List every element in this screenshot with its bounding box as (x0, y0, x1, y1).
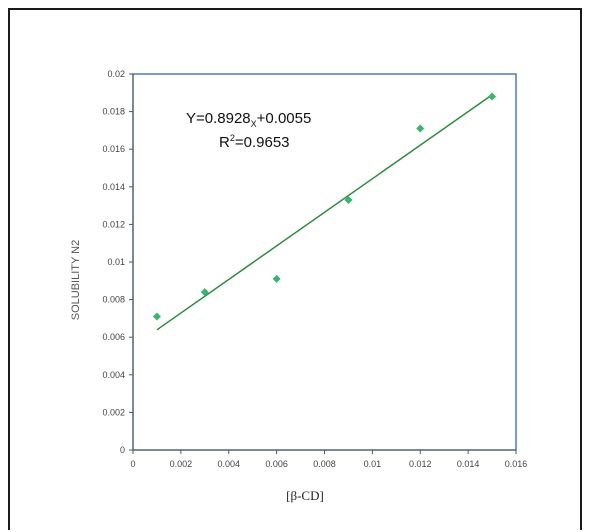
x-tick-label: 0.016 (505, 459, 528, 469)
x-tick-label: 0.006 (265, 459, 288, 469)
figure-frame (8, 8, 582, 530)
y-tick-label: 0 (120, 445, 125, 455)
data-point (200, 288, 209, 297)
y-axis-title: SOLUBILITY N2 (70, 240, 82, 321)
data-point (416, 124, 425, 133)
y-tick-label: 0.006 (102, 332, 125, 342)
x-tick-label: 0.014 (457, 459, 480, 469)
equation-annotation: Y=0.8928X+0.0055 (186, 110, 311, 129)
plot-area (132, 73, 517, 451)
y-tick-label: 0.02 (107, 69, 125, 79)
y-axis: 0 0.002 0.004 0.006 0.008 0.01 0.012 0.014 0.016… (102, 69, 134, 455)
x-tick-label: 0.004 (217, 459, 240, 469)
trendline (156, 94, 493, 331)
x-tick-label: 0.012 (409, 459, 432, 469)
data-point (344, 195, 353, 204)
y-tick-label: 0.012 (102, 219, 125, 229)
y-tick-label: 0.002 (102, 407, 125, 417)
y-tick-label: 0.01 (107, 257, 125, 267)
data-point (488, 92, 497, 101)
data-point (272, 274, 281, 283)
y-tick-label: 0.016 (102, 144, 125, 154)
data-points (152, 92, 497, 321)
x-tick-label: 0.002 (170, 459, 193, 469)
x-tick-label: 0.01 (364, 459, 382, 469)
data-point (152, 312, 161, 321)
x-axis: 0 0.002 0.004 0.006 0.008 0.01 0.012 0.014 0.016 (130, 449, 528, 469)
y-tick-label: 0.004 (102, 370, 125, 380)
r-squared-annotation: R2=0.9653 (219, 133, 290, 151)
y-tick-label: 0.008 (102, 295, 125, 305)
x-axis-title: [β-CD] (286, 488, 324, 503)
y-tick-label: 0.018 (102, 107, 125, 117)
x-tick-label: 0 (130, 459, 135, 469)
y-tick-label: 0.014 (102, 182, 125, 192)
x-tick-label: 0.008 (313, 459, 336, 469)
